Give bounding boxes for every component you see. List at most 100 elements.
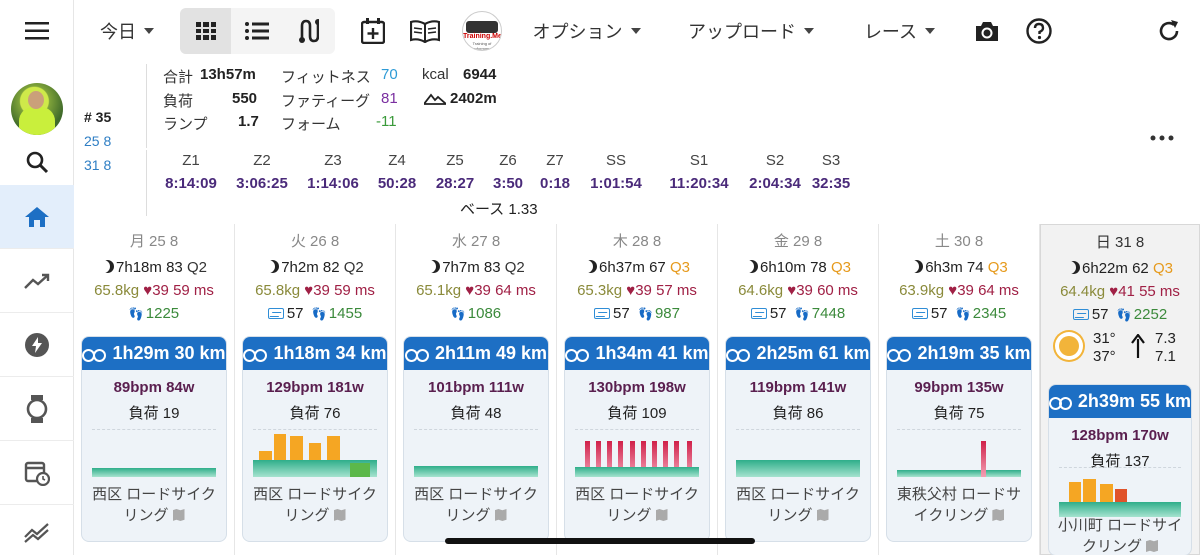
activity-card[interactable]: 2h19m 35 km 99bpm 135w 負荷 75 東秩父村 ロードサイク… [886, 336, 1032, 542]
book-open-icon [410, 20, 440, 43]
activity-title: 西区 ロードサイクリング [247, 484, 383, 526]
zone-time: 1:01:54 [590, 175, 642, 192]
heart-icon: ♥ [626, 282, 636, 299]
effort-bar [674, 441, 680, 477]
upload-dropdown[interactable]: アップロード [686, 8, 816, 54]
divider [146, 64, 147, 148]
moon-icon [906, 260, 919, 273]
help-icon [1026, 18, 1052, 44]
training-logo[interactable]: Training.MemTraining of Performance [460, 8, 504, 54]
activity-card[interactable]: 2h11m 49 km 101bpm 111w 負荷 48 西区 ロードサイクリ… [403, 336, 549, 542]
sleep-line: 6h3m 74 Q3 [879, 259, 1039, 276]
fitness-label: フィットネス [281, 69, 371, 86]
day-header[interactable]: 水 27 8 [451, 233, 501, 250]
sleep-quality: Q2 [186, 259, 207, 276]
heart-icon: ♥ [304, 282, 314, 299]
sleep-quality: Q3 [669, 259, 690, 276]
activity-title: 西区 ロードサイクリング [569, 484, 705, 526]
view-toggle-group [180, 8, 335, 54]
activity-summary: 1h29m 30 km [112, 343, 226, 363]
camera-button[interactable] [970, 8, 1004, 54]
effort-bar [629, 441, 635, 477]
activity-card[interactable]: 1h18m 34 km 129bpm 181w 負荷 76 西区 ロードサイクリ… [242, 336, 388, 542]
activity-card[interactable]: 1h34m 41 km 130bpm 198w 負荷 109 西区 ロードサイク… [564, 336, 710, 542]
zone-time: 2:04:34 [749, 175, 801, 192]
activity-header: 1h18m 34 km [243, 337, 387, 370]
zone-time: 32:35 [811, 175, 851, 192]
sleep-value: 7h2m [281, 259, 319, 276]
menu-button[interactable] [0, 8, 74, 54]
sidebar-item-home[interactable] [0, 185, 74, 248]
steps-value: 2252 [1133, 306, 1168, 323]
sun-icon [1059, 336, 1079, 356]
sidebar-item-wellness[interactable] [0, 377, 74, 440]
day-header[interactable]: 月 25 8 [129, 233, 179, 250]
wellness-line: 65.8kg ♥39 59 ms [74, 282, 234, 299]
effort-bar [349, 463, 370, 477]
day-column[interactable]: 金 29 8 6h10m 78 Q3 64.6kg ♥39 60 ms 57 👣… [718, 224, 879, 555]
day-column[interactable]: 火 26 8 7h2m 82 Q2 65.8kg ♥39 59 ms 57 👣 1… [235, 224, 396, 555]
weight-value: 65.3kg [577, 282, 623, 299]
day-column[interactable]: 土 30 8 6h3m 74 Q3 63.9kg ♥39 64 ms 57 👣 2… [879, 224, 1040, 555]
divider [146, 150, 147, 216]
options-dropdown[interactable]: オプション [529, 8, 644, 54]
wind-gust: 7.1 [1155, 348, 1176, 365]
day-header[interactable]: 火 26 8 [290, 233, 340, 250]
week-start[interactable]: 25 8 [84, 133, 112, 149]
refresh-button[interactable] [1152, 8, 1186, 54]
library-button[interactable] [408, 8, 442, 54]
stress-value: 57 [930, 305, 948, 322]
search-button[interactable] [0, 140, 74, 184]
week-end[interactable]: 31 8 [84, 157, 112, 173]
zone-label: Z5 [446, 152, 464, 169]
effort-bar [596, 441, 602, 477]
day-header[interactable]: 木 28 8 [612, 233, 662, 250]
steps-value: 1225 [145, 305, 180, 322]
activity-card[interactable]: 2h25m 61 km 119bpm 141w 負荷 86 西区 ロードサイクリ… [725, 336, 871, 542]
activity-line: 57 👣 987 [557, 305, 717, 322]
sidebar-item-power[interactable] [0, 313, 74, 376]
map-icon [172, 509, 185, 521]
day-column[interactable]: 月 25 8 7h18m 83 Q2 65.8kg ♥39 59 ms 👣 122… [74, 224, 235, 555]
zone-time: 3:06:25 [236, 175, 288, 192]
period-dropdown[interactable]: 今日 [92, 8, 162, 54]
footsteps-icon: 👣 [128, 307, 144, 321]
avatar[interactable] [11, 83, 63, 135]
footsteps-icon: 👣 [955, 307, 971, 321]
day-header[interactable]: 金 29 8 [773, 233, 823, 250]
day-column[interactable]: 水 27 8 7h7m 83 Q2 65.1kg ♥39 64 ms 👣 1086… [396, 224, 557, 555]
map-icon [333, 509, 346, 521]
day-column[interactable]: 日 31 8 6h22m 62 Q3 64.4kg ♥41 55 ms 57 👣… [1040, 224, 1200, 555]
list-view-button[interactable] [231, 8, 282, 54]
activity-stats: 99bpm 135w [914, 379, 1004, 396]
fitness-value: 70 [381, 66, 398, 83]
day-header[interactable]: 土 30 8 [934, 233, 984, 250]
weight-value: 65.8kg [94, 282, 140, 299]
help-button[interactable] [1022, 8, 1056, 54]
zone-label: Z4 [388, 152, 406, 169]
day-header[interactable]: 日 31 8 [1095, 234, 1145, 251]
zone-label: S3 [821, 152, 841, 169]
activity-card[interactable]: 1h29m 30 km 89bpm 84w 負荷 19 西区 ロードサイクリング [81, 336, 227, 542]
activity-summary: 2h19m 35 km [917, 343, 1031, 363]
activity-card[interactable]: 2h39m 55 km 128bpm 170w 負荷 137 小川町 ロードサイ… [1048, 384, 1192, 555]
sleep-value: 7h7m [442, 259, 480, 276]
grid-view-button[interactable] [180, 8, 231, 54]
sidebar-item-calendar[interactable] [0, 441, 74, 504]
race-dropdown[interactable]: レース [862, 8, 937, 54]
sidebar-item-compare[interactable] [0, 510, 74, 555]
activity-graph [575, 429, 699, 477]
day-column[interactable]: 木 28 8 6h37m 67 Q3 65.3kg ♥39 57 ms 57 👣… [557, 224, 718, 555]
route-view-button[interactable] [282, 8, 333, 54]
activity-load: 負荷 109 [607, 405, 667, 422]
zone-label: S2 [765, 152, 785, 169]
add-event-button[interactable] [356, 8, 390, 54]
footsteps-icon: 👣 [638, 307, 653, 321]
sidebar-item-fitness[interactable] [0, 249, 74, 312]
hrv-value: 64 ms [978, 282, 1019, 299]
sleep-score: 67 [649, 259, 666, 276]
activity-line: 👣 1086 [396, 305, 556, 322]
trending-up-icon [24, 273, 50, 289]
more-button[interactable] [1150, 128, 1174, 148]
sleep-value: 6h22m [1082, 260, 1128, 277]
